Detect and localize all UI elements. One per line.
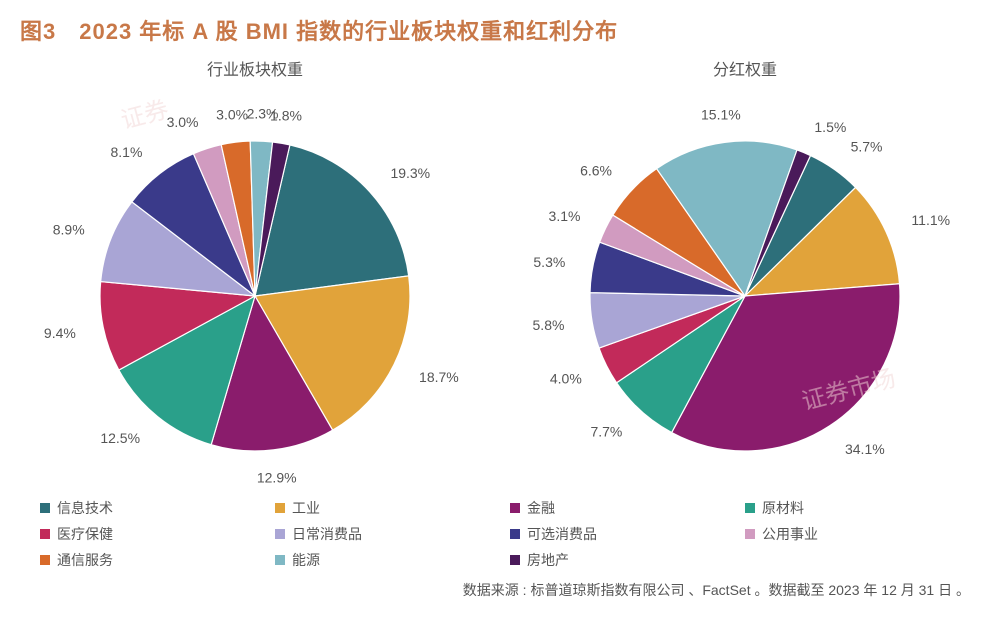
slice-label: 11.1% <box>911 212 950 228</box>
slice-label: 1.5% <box>814 119 846 135</box>
slice-label: 34.1% <box>845 441 885 457</box>
legend-item: 公用事业 <box>745 524 970 544</box>
legend-swatch <box>745 503 755 513</box>
slice-label: 9.4% <box>44 325 76 341</box>
legend-item: 金融 <box>510 498 735 518</box>
legend-label: 可选消费品 <box>527 524 597 544</box>
legend-label: 原材料 <box>762 498 804 518</box>
legend-item: 可选消费品 <box>510 524 735 544</box>
chart-left-pie: 19.3% 18.7% 12.9% 12.5% 9.4% 8.9% 8.1% 3.0% 3.0%… <box>35 86 475 486</box>
slice-label: 5.7% <box>851 139 883 155</box>
legend-item: 医疗保健 <box>40 524 265 544</box>
legend-item: 信息技术 <box>40 498 265 518</box>
legend-label: 公用事业 <box>762 524 818 544</box>
charts-row: 行业板块权重 19.3% 18.7% 12.9% 12.5% 9.4% 8.9% 8.1% 3… <box>0 56 1000 486</box>
legend: 信息技术 工业 金融 原材料医疗保健 日常消费品 可选消费品 公用事业通信服务 能源 房地产 <box>0 486 1000 576</box>
legend-item: 能源 <box>275 550 500 570</box>
legend-label: 日常消费品 <box>292 524 362 544</box>
legend-swatch <box>275 555 285 565</box>
legend-swatch <box>275 503 285 513</box>
slice-label: 12.5% <box>100 430 140 446</box>
legend-label: 能源 <box>292 550 320 570</box>
legend-label: 信息技术 <box>57 498 113 518</box>
chart-left-title: 行业板块权重 <box>207 56 303 80</box>
legend-label: 房地产 <box>527 550 569 570</box>
slice-label: 8.9% <box>53 221 85 237</box>
legend-swatch <box>40 529 50 539</box>
legend-label: 通信服务 <box>57 550 113 570</box>
legend-item: 日常消费品 <box>275 524 500 544</box>
legend-item: 原材料 <box>745 498 970 518</box>
legend-swatch <box>40 503 50 513</box>
slice-label: 1.8% <box>270 108 302 124</box>
slice-label: 3.0% <box>216 107 248 123</box>
slice-label: 3.1% <box>549 208 581 224</box>
data-source: 数据来源 : 标普道琼斯指数有限公司 、FactSet 。数据截至 2023 年… <box>0 576 1000 600</box>
legend-label: 工业 <box>292 498 320 518</box>
slice-label: 5.8% <box>533 317 565 333</box>
legend-swatch <box>510 503 520 513</box>
legend-label: 医疗保健 <box>57 524 113 544</box>
slice-label: 19.3% <box>390 165 430 181</box>
figure-title: 图3 2023 年标 A 股 BMI 指数的行业板块权重和红利分布 <box>0 0 1000 56</box>
legend-item: 工业 <box>275 498 500 518</box>
legend-swatch <box>510 529 520 539</box>
slice-label: 7.7% <box>590 424 622 440</box>
slice-label: 8.1% <box>110 144 142 160</box>
chart-left-column: 行业板块权重 19.3% 18.7% 12.9% 12.5% 9.4% 8.9% 8.1% 3… <box>25 56 485 486</box>
slice-label: 18.7% <box>419 369 459 385</box>
chart-right-title: 分红权重 <box>713 56 777 80</box>
legend-swatch <box>40 555 50 565</box>
legend-item: 通信服务 <box>40 550 265 570</box>
legend-item: 房地产 <box>510 550 735 570</box>
legend-swatch <box>510 555 520 565</box>
slice-label: 6.6% <box>580 162 612 178</box>
slice-label: 3.0% <box>167 114 199 130</box>
chart-right-pie: 5.7% 11.1% 34.1% 7.7% 4.0% 5.8% 5.3% 3.1% 6.6% 15… <box>525 86 965 486</box>
chart-right-column: 分红权重 5.7% 11.1% 34.1% 7.7% 4.0% 5.8% 5.3% 3.1% 6… <box>515 56 975 486</box>
legend-swatch <box>275 529 285 539</box>
legend-swatch <box>745 529 755 539</box>
slice-label: 12.9% <box>257 470 297 486</box>
legend-label: 金融 <box>527 498 555 518</box>
slice-label: 5.3% <box>533 254 565 270</box>
slice-label: 15.1% <box>701 107 741 123</box>
slice-label: 4.0% <box>550 371 582 387</box>
